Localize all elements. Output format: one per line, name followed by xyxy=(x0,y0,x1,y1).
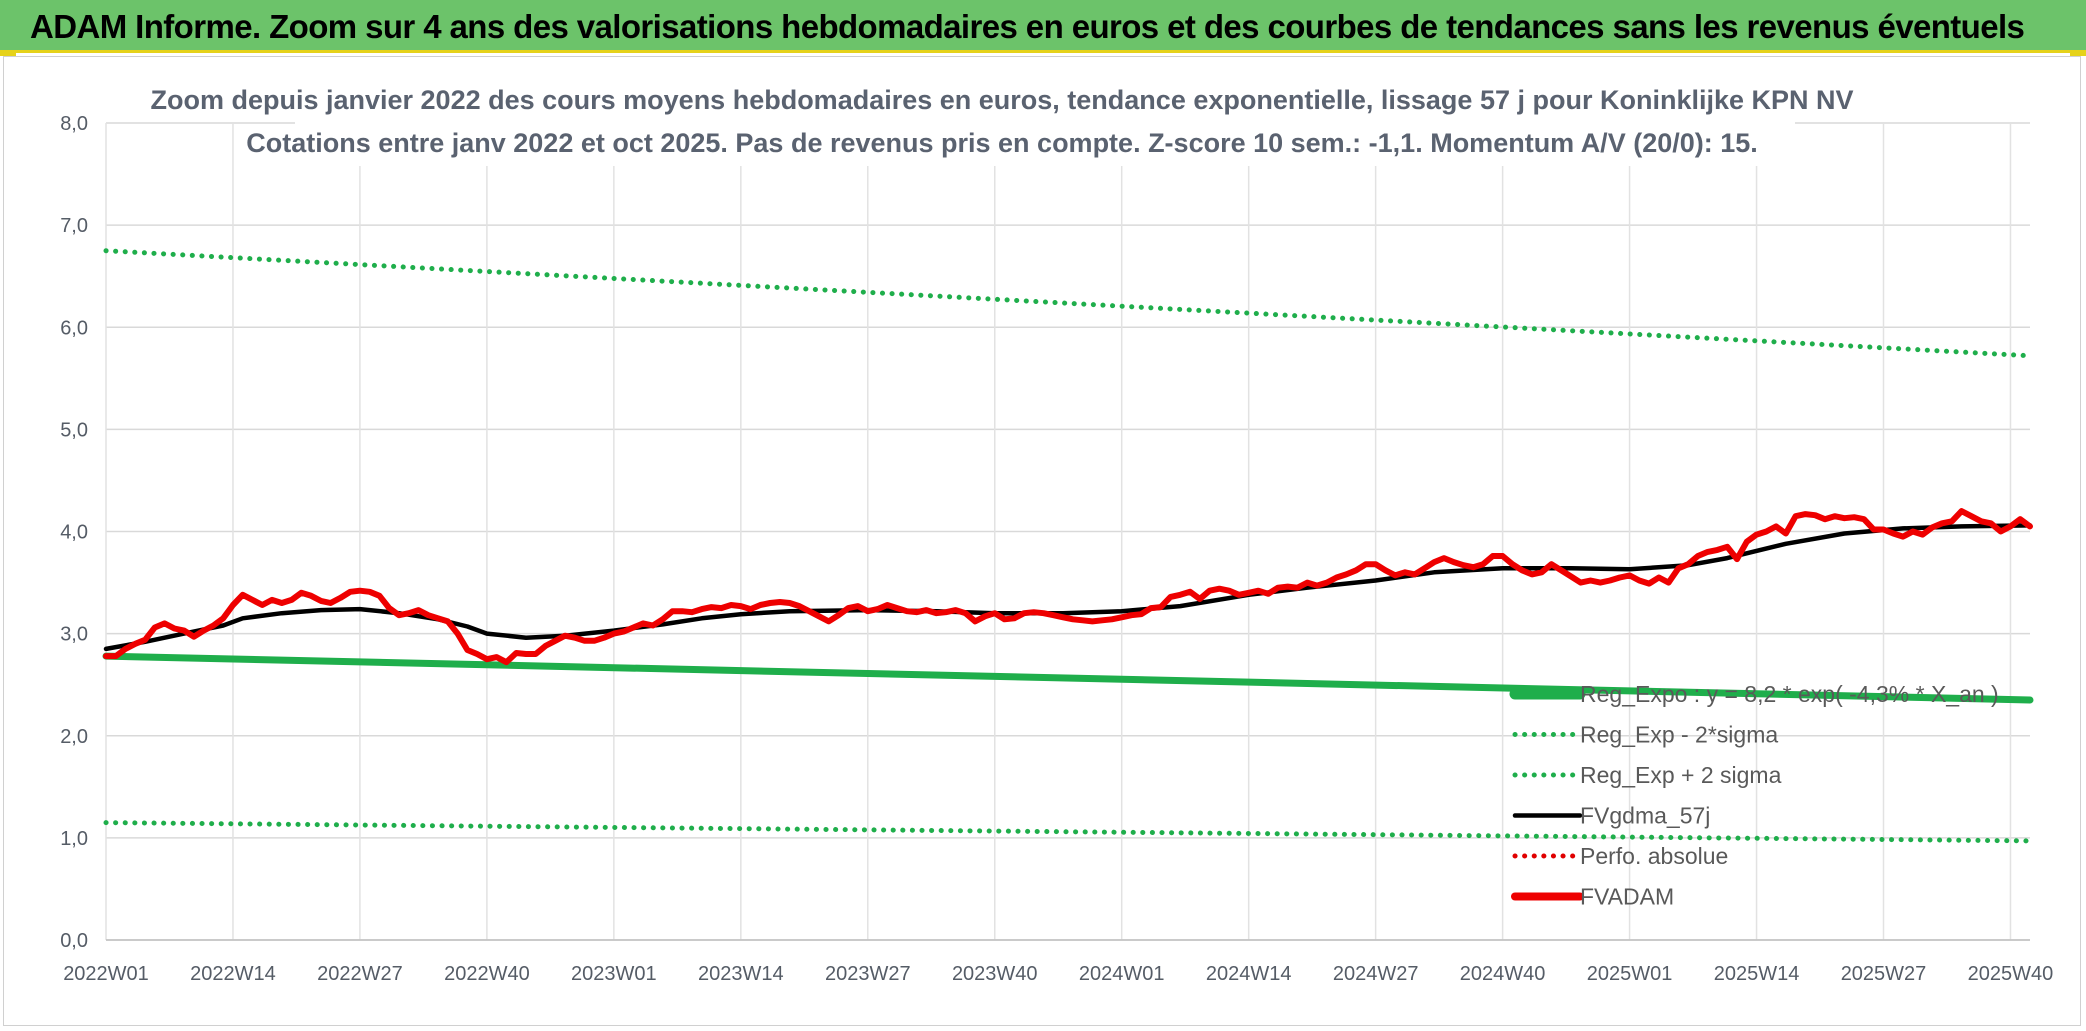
grid xyxy=(105,122,2030,941)
chart-frame xyxy=(3,56,2081,1026)
report-title: ADAM Informe. Zoom sur 4 ans des valoris… xyxy=(30,8,2025,45)
series-line-0 xyxy=(102,652,2034,704)
series-line-2 xyxy=(103,248,2033,359)
chart-title-line1: Zoom depuis janvier 2022 des cours moyen… xyxy=(150,85,1853,115)
legend: Reg_Expo : y = 8,2 * exp( -4,3% * X_an )… xyxy=(1509,681,1999,910)
legend-label: Reg_Expo : y = 8,2 * exp( -4,3% * X_an ) xyxy=(1580,681,1999,707)
series-line-5 xyxy=(103,508,2033,666)
report-banner: ADAM Informe. Zoom sur 4 ans des valoris… xyxy=(0,0,2086,53)
legend-label: FVADAM xyxy=(1580,884,1674,910)
axes: 0,0 1,0 2,0 3,0 4,0 5,0 6,0 7,0 8,0 2022W01 2022W1… xyxy=(60,113,2053,985)
legend-label: Reg_Exp + 2 sigma xyxy=(1580,762,1782,788)
banner-corner-left xyxy=(0,50,16,56)
x-tick-label: 2022W40 xyxy=(444,963,530,985)
y-tick-label: 3,0 xyxy=(60,624,88,646)
x-tick-label: 2025W14 xyxy=(1714,963,1800,985)
y-tick-label: 5,0 xyxy=(60,419,88,441)
series-layer xyxy=(102,248,2034,844)
y-tick-label: 8,0 xyxy=(60,113,88,135)
y-tick-label: 0,0 xyxy=(60,930,88,952)
legend-label: Reg_Exp - 2*sigma xyxy=(1580,722,1778,748)
legend-label: Perfo. absolue xyxy=(1580,843,1728,869)
y-tick-label: 6,0 xyxy=(60,317,88,339)
legend-label: FVgdma_57j xyxy=(1580,803,1710,829)
x-tick-label: 2022W01 xyxy=(63,963,149,985)
x-tick-label: 2025W40 xyxy=(1968,963,2054,985)
banner-corner-right xyxy=(2070,50,2086,56)
x-tick-label: 2023W01 xyxy=(571,963,657,985)
x-tick-label: 2023W14 xyxy=(698,963,784,985)
series-line-3 xyxy=(103,523,2033,652)
title-backdrop xyxy=(295,78,1795,166)
y-tick-label: 4,0 xyxy=(60,522,88,544)
chart-title-line2: Cotations entre janv 2022 et oct 2025. P… xyxy=(246,128,1758,158)
x-tick-label: 2023W40 xyxy=(952,963,1038,985)
x-tick-label: 2022W27 xyxy=(317,963,403,985)
x-tick-label: 2025W27 xyxy=(1841,963,1927,985)
chart-title: Zoom depuis janvier 2022 des cours moyen… xyxy=(150,78,1854,166)
x-tick-label: 2024W14 xyxy=(1206,963,1292,985)
y-tick-label: 2,0 xyxy=(60,726,88,748)
x-tick-label: 2022W14 xyxy=(190,963,276,985)
y-tick-label: 7,0 xyxy=(60,215,88,237)
series-line-1 xyxy=(103,820,2033,844)
x-tick-label: 2024W40 xyxy=(1460,963,1546,985)
x-tick-label: 2024W01 xyxy=(1079,963,1165,985)
x-tick-label: 2024W27 xyxy=(1333,963,1419,985)
y-tick-label: 1,0 xyxy=(60,828,88,850)
x-tick-label: 2025W01 xyxy=(1587,963,1673,985)
x-tick-label: 2023W27 xyxy=(825,963,911,985)
